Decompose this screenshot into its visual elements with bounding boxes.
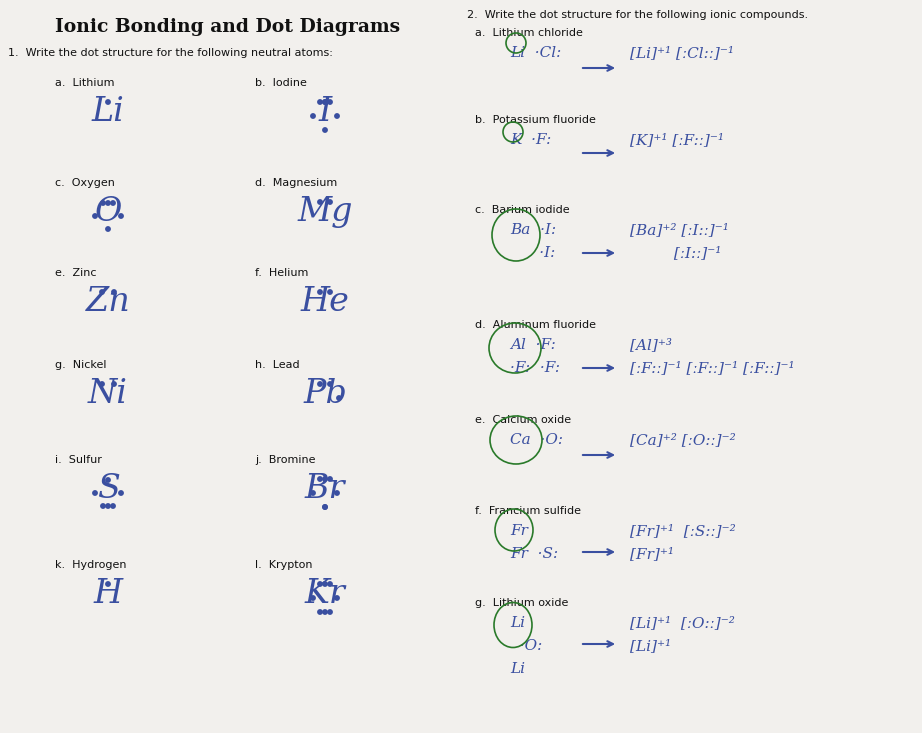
Text: I: I (318, 96, 332, 128)
Circle shape (323, 505, 327, 509)
Text: f.  Francium sulfide: f. Francium sulfide (475, 506, 581, 516)
Circle shape (318, 582, 322, 586)
Circle shape (335, 596, 339, 600)
Text: [Li]⁺¹  [ːO:ː]⁻²
[Li]⁺¹: [Li]⁺¹ [ːO:ː]⁻² [Li]⁺¹ (630, 616, 735, 653)
Circle shape (100, 201, 105, 205)
Text: e.  Zinc: e. Zinc (55, 268, 97, 278)
Circle shape (328, 290, 332, 294)
Circle shape (93, 491, 97, 496)
Circle shape (318, 610, 322, 614)
Text: H: H (93, 578, 123, 610)
Text: b.  Iodine: b. Iodine (255, 78, 307, 88)
Text: h.  Lead: h. Lead (255, 360, 300, 370)
Text: Br: Br (305, 473, 345, 505)
Circle shape (318, 200, 322, 205)
Text: [K]⁺¹ [ːF:ː]⁻¹: [K]⁺¹ [ːF:ː]⁻¹ (630, 133, 724, 147)
Circle shape (323, 128, 327, 132)
Circle shape (318, 290, 322, 294)
Text: k.  Hydrogen: k. Hydrogen (55, 560, 126, 570)
Text: [Li]⁺¹ [ːCl:ː]⁻¹: [Li]⁺¹ [ːCl:ː]⁻¹ (630, 46, 734, 60)
Circle shape (328, 200, 332, 205)
Text: Zn: Zn (86, 286, 130, 318)
Text: g.  Nickel: g. Nickel (55, 360, 107, 370)
Circle shape (311, 114, 315, 118)
Text: 2.  Write the dot structure for the following ionic compounds.: 2. Write the dot structure for the follo… (467, 10, 808, 20)
Text: [Ba]⁺² [ːI:ː]⁻¹
         [ːI:ː]⁻¹: [Ba]⁺² [ːI:ː]⁻¹ [ːI:ː]⁻¹ (630, 223, 729, 259)
Circle shape (328, 100, 332, 104)
Text: Pb: Pb (303, 378, 347, 410)
Circle shape (328, 582, 332, 586)
Text: [Al]⁺³
[ːF:ː]⁻¹ [ːF:ː]⁻¹ [ːF:ː]⁻¹: [Al]⁺³ [ːF:ː]⁻¹ [ːF:ː]⁻¹ [ːF:ː]⁻¹ (630, 338, 795, 375)
Text: Al  ·F:
·F:  ·F:: Al ·F: ·F: ·F: (510, 338, 560, 375)
Circle shape (318, 382, 322, 386)
Circle shape (323, 100, 327, 104)
Text: Kr: Kr (304, 578, 346, 610)
Text: S: S (97, 473, 120, 505)
Text: Mg: Mg (297, 196, 353, 228)
Text: Li  ·Cl:: Li ·Cl: (510, 46, 561, 60)
Circle shape (111, 201, 115, 205)
Circle shape (119, 491, 124, 496)
Text: e.  Calcium oxide: e. Calcium oxide (475, 415, 571, 425)
Text: d.  Magnesium: d. Magnesium (255, 178, 337, 188)
Text: Ba  ·I:
      ·I:: Ba ·I: ·I: (510, 223, 556, 259)
Circle shape (100, 290, 104, 294)
Circle shape (323, 582, 327, 586)
Circle shape (318, 476, 322, 481)
Circle shape (106, 582, 111, 586)
Circle shape (337, 396, 341, 400)
Circle shape (93, 214, 97, 218)
Circle shape (112, 382, 116, 386)
Text: g.  Lithium oxide: g. Lithium oxide (475, 598, 568, 608)
Text: Li: Li (91, 96, 124, 128)
Text: a.  Lithium: a. Lithium (55, 78, 114, 88)
Circle shape (318, 100, 322, 104)
Circle shape (106, 201, 111, 205)
Text: Ca  ·O:: Ca ·O: (510, 433, 563, 447)
Text: Ionic Bonding and Dot Diagrams: Ionic Bonding and Dot Diagrams (55, 18, 400, 36)
Text: Li
  ·O:
Li: Li ·O: Li (510, 616, 542, 676)
Circle shape (323, 505, 327, 509)
Text: l.  Krypton: l. Krypton (255, 560, 313, 570)
Text: [Ca]⁺² [ːO:ː]⁻²: [Ca]⁺² [ːO:ː]⁻² (630, 433, 736, 447)
Text: 1.  Write the dot structure for the following neutral atoms:: 1. Write the dot structure for the follo… (8, 48, 333, 58)
Circle shape (335, 114, 339, 118)
Circle shape (335, 491, 339, 496)
Circle shape (100, 382, 104, 386)
Circle shape (106, 478, 111, 482)
Text: a.  Lithium chloride: a. Lithium chloride (475, 28, 583, 38)
Circle shape (328, 476, 332, 481)
Text: c.  Oxygen: c. Oxygen (55, 178, 115, 188)
Circle shape (112, 290, 116, 294)
Circle shape (106, 100, 111, 104)
Circle shape (328, 610, 332, 614)
Text: d.  Aluminum fluoride: d. Aluminum fluoride (475, 320, 596, 330)
Text: f.  Helium: f. Helium (255, 268, 308, 278)
Circle shape (323, 476, 327, 481)
Circle shape (328, 382, 332, 386)
Circle shape (106, 504, 111, 508)
Circle shape (100, 504, 105, 508)
Text: Fr
Fr  ·S:: Fr Fr ·S: (510, 524, 558, 561)
Text: O: O (94, 196, 122, 228)
Text: j.  Bromine: j. Bromine (255, 455, 315, 465)
Text: c.  Barium iodide: c. Barium iodide (475, 205, 570, 215)
Text: Ni: Ni (89, 378, 128, 410)
Text: K  ·F:: K ·F: (510, 133, 551, 147)
Text: i.  Sulfur: i. Sulfur (55, 455, 101, 465)
Circle shape (111, 504, 115, 508)
Circle shape (323, 100, 327, 104)
Text: He: He (301, 286, 349, 318)
Circle shape (106, 226, 111, 231)
Circle shape (323, 610, 327, 614)
Text: [Fr]⁺¹  [ːS:ː]⁻²
[Fr]⁺¹: [Fr]⁺¹ [ːS:ː]⁻² [Fr]⁺¹ (630, 524, 736, 561)
Text: b.  Potassium fluoride: b. Potassium fluoride (475, 115, 596, 125)
Circle shape (311, 596, 315, 600)
Circle shape (119, 214, 124, 218)
Circle shape (311, 491, 315, 496)
